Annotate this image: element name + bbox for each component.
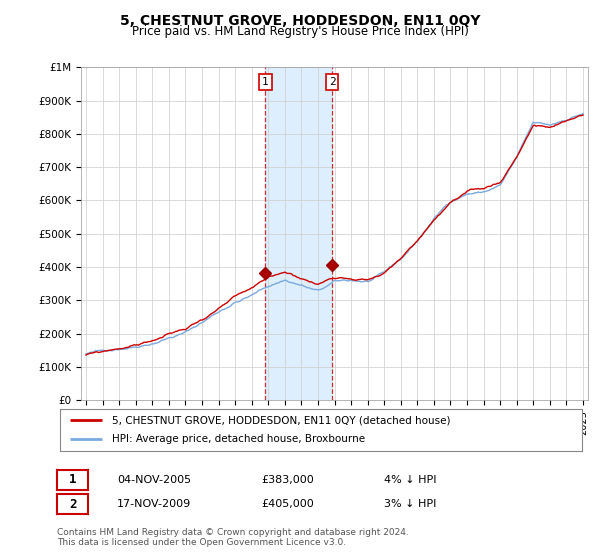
Text: £383,000: £383,000 — [261, 475, 314, 485]
Text: 2: 2 — [329, 77, 336, 87]
Text: 5, CHESTNUT GROVE, HODDESDON, EN11 0QY (detached house): 5, CHESTNUT GROVE, HODDESDON, EN11 0QY (… — [112, 415, 451, 425]
Text: 17-NOV-2009: 17-NOV-2009 — [117, 499, 191, 509]
Text: HPI: Average price, detached house, Broxbourne: HPI: Average price, detached house, Brox… — [112, 435, 365, 445]
Text: 1: 1 — [262, 77, 269, 87]
Text: 4% ↓ HPI: 4% ↓ HPI — [384, 475, 437, 485]
Text: 5, CHESTNUT GROVE, HODDESDON, EN11 0QY: 5, CHESTNUT GROVE, HODDESDON, EN11 0QY — [120, 14, 480, 28]
Text: 1: 1 — [69, 473, 76, 487]
Text: Contains HM Land Registry data © Crown copyright and database right 2024.
This d: Contains HM Land Registry data © Crown c… — [57, 528, 409, 547]
Bar — [265, 67, 332, 400]
Text: £405,000: £405,000 — [261, 499, 314, 509]
Text: 2: 2 — [69, 497, 76, 511]
Text: Price paid vs. HM Land Registry's House Price Index (HPI): Price paid vs. HM Land Registry's House … — [131, 25, 469, 38]
Text: 04-NOV-2005: 04-NOV-2005 — [117, 475, 191, 485]
Text: 3% ↓ HPI: 3% ↓ HPI — [384, 499, 436, 509]
